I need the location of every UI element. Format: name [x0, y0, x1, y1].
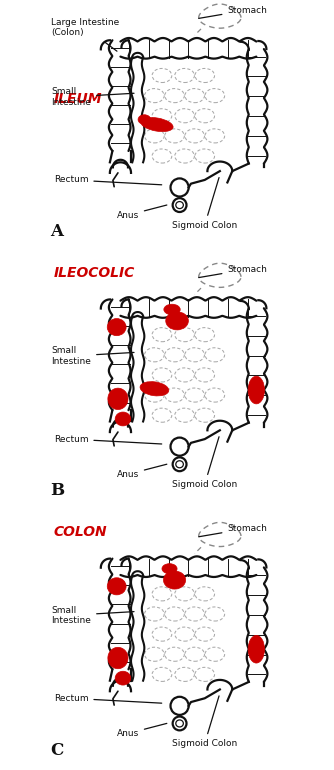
- Ellipse shape: [108, 388, 128, 410]
- Text: Sigmoid Colon: Sigmoid Colon: [172, 437, 237, 489]
- Text: Anus: Anus: [117, 723, 167, 738]
- Text: Sigmoid Colon: Sigmoid Colon: [172, 178, 237, 229]
- Text: Rectum: Rectum: [54, 694, 162, 703]
- Ellipse shape: [107, 578, 126, 595]
- Ellipse shape: [248, 377, 265, 404]
- Ellipse shape: [138, 115, 151, 124]
- Ellipse shape: [115, 671, 131, 685]
- Text: Small
Intestine: Small Intestine: [51, 346, 134, 366]
- Ellipse shape: [108, 648, 128, 668]
- Ellipse shape: [140, 382, 169, 396]
- Text: ILEUM: ILEUM: [54, 92, 102, 106]
- Text: Anus: Anus: [117, 205, 167, 219]
- Text: A: A: [50, 223, 63, 240]
- Text: Small
Intestine: Small Intestine: [51, 87, 134, 106]
- Ellipse shape: [164, 304, 180, 315]
- Ellipse shape: [115, 412, 131, 426]
- Text: Rectum: Rectum: [54, 176, 162, 185]
- Text: COLON: COLON: [54, 525, 108, 539]
- Ellipse shape: [141, 118, 173, 132]
- Text: B: B: [50, 483, 64, 500]
- Text: C: C: [50, 742, 63, 758]
- Text: Sigmoid Colon: Sigmoid Colon: [172, 696, 237, 748]
- Text: Small
Intestine: Small Intestine: [51, 605, 134, 625]
- Ellipse shape: [162, 564, 177, 574]
- Text: Stomach: Stomach: [199, 524, 267, 537]
- Ellipse shape: [248, 635, 265, 663]
- Text: Large Intestine
(Colon): Large Intestine (Colon): [51, 18, 120, 51]
- Text: Anus: Anus: [117, 464, 167, 479]
- Ellipse shape: [107, 319, 126, 336]
- Text: Rectum: Rectum: [54, 434, 162, 444]
- Ellipse shape: [166, 312, 188, 330]
- Text: ILEOCOLIC: ILEOCOLIC: [54, 266, 135, 280]
- Ellipse shape: [163, 571, 186, 589]
- Text: Stomach: Stomach: [199, 265, 267, 278]
- Text: Stomach: Stomach: [199, 5, 267, 18]
